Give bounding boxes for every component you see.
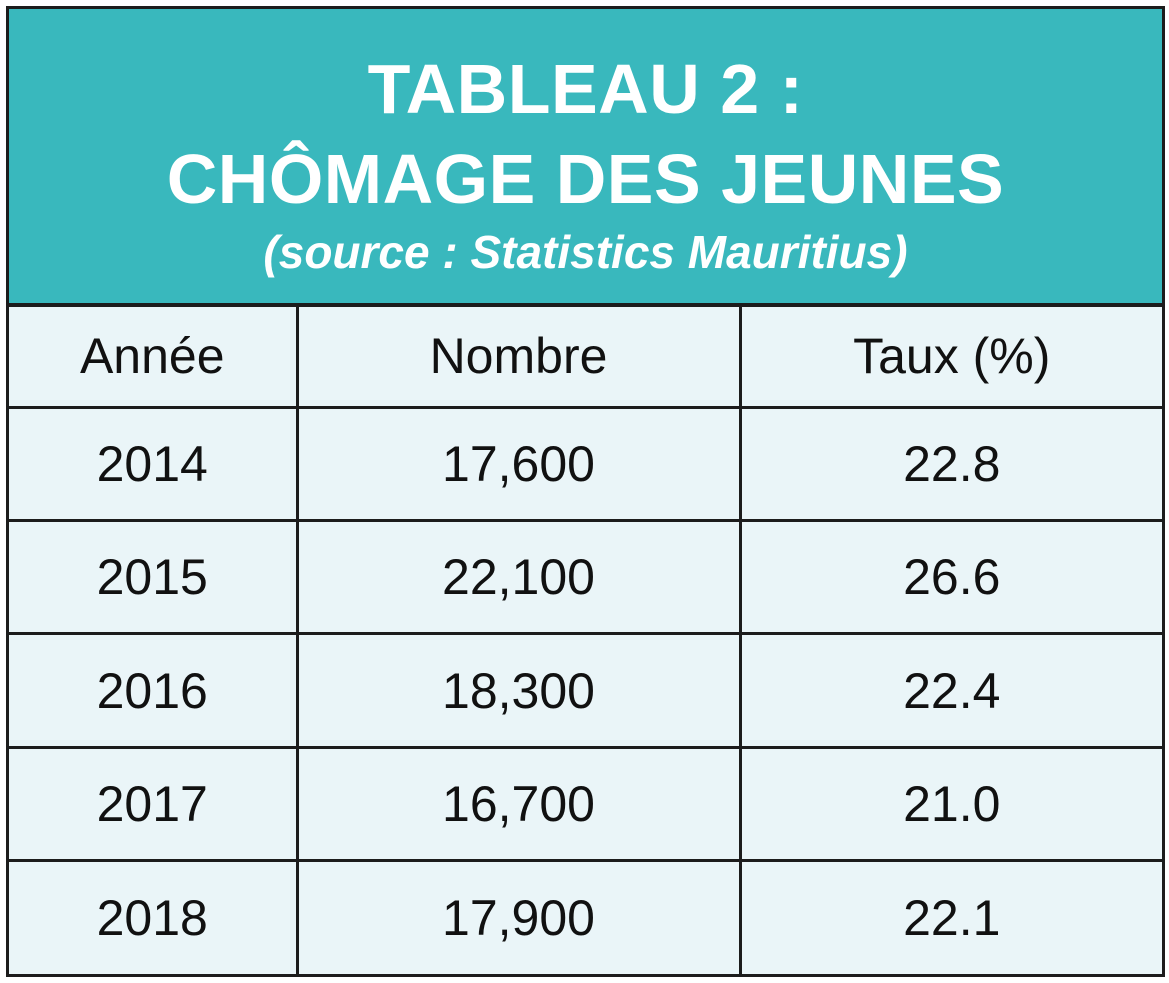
table-header-row: Année Nombre Taux (%) [9,307,1162,409]
cell-count: 18,300 [295,632,742,749]
table-title-line-2: CHÔMAGE DES JEUNES [166,140,1005,218]
table-row: 2017 16,700 21.0 [9,745,1162,863]
cell-count: 17,900 [295,859,742,974]
table-row: 2014 17,600 22.8 [9,405,1162,523]
cell-year: 2018 [9,859,299,974]
cell-rate: 26.6 [738,519,1162,636]
cell-rate: 22.4 [738,632,1162,749]
table-figure: TABLEAU 2 : CHÔMAGE DES JEUNES (source :… [6,6,1165,977]
cell-count: 17,600 [295,405,742,523]
cell-year: 2015 [9,519,299,636]
cell-rate: 22.8 [738,405,1162,523]
table-row: 2015 22,100 26.6 [9,519,1162,636]
table-row: 2016 18,300 22.4 [9,632,1162,749]
cell-count: 16,700 [295,745,742,863]
cell-rate: 22.1 [738,859,1162,974]
cell-count: 22,100 [295,519,742,636]
cell-rate: 21.0 [738,745,1162,863]
table-title-line-1: TABLEAU 2 : [367,50,804,128]
table-header-banner: TABLEAU 2 : CHÔMAGE DES JEUNES (source :… [9,9,1162,307]
column-header-annee: Année [9,307,299,409]
table-source-subtitle: (source : Statistics Mauritius) [263,226,908,278]
column-header-nombre: Nombre [295,307,742,409]
column-header-taux: Taux (%) [738,307,1162,409]
cell-year: 2014 [9,405,299,523]
cell-year: 2016 [9,632,299,749]
table-row: 2018 17,900 22.1 [9,859,1162,974]
data-table: Année Nombre Taux (%) 2014 17,600 22.8 2… [9,307,1162,974]
cell-year: 2017 [9,745,299,863]
